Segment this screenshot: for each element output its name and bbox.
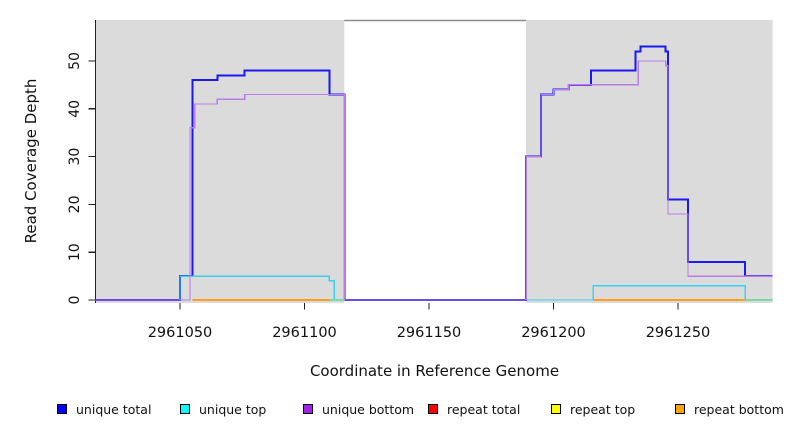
y-tick-label: 40 [67, 100, 83, 118]
legend-label: unique bottom [322, 401, 415, 417]
x-axis-title: Coordinate in Reference Genome [309, 362, 560, 380]
legend-item-unique-total: unique total [57, 401, 151, 417]
legend-item-repeat-bottom: repeat bottom [675, 401, 784, 417]
legend-item-unique-top: unique top [180, 401, 266, 417]
x-tick-label: 2961200 [521, 325, 586, 341]
legend-swatch-repeat-total [428, 404, 438, 414]
y-axis-title: Read Coverage Depth [22, 78, 40, 244]
legend-item-repeat-top: repeat top [551, 401, 635, 417]
series-unique-bottom [95, 60, 773, 301]
covered-region-right [526, 20, 773, 303]
y-tick-label: 20 [67, 195, 83, 213]
legend-label: unique total [76, 401, 152, 417]
x-tick-label: 2961150 [397, 325, 462, 341]
y-tick-label: 50 [67, 52, 83, 70]
x-tick-label: 2961250 [646, 325, 711, 341]
legend-label: unique top [199, 401, 267, 417]
legend-item-repeat-total: repeat total [428, 401, 520, 417]
legend-label: repeat top [570, 401, 636, 417]
legend-swatch-unique-top [180, 404, 190, 414]
y-tick-label: 30 [67, 148, 83, 166]
legend-label: repeat total [447, 401, 521, 417]
legend-swatch-unique-bottom [303, 404, 313, 414]
legend-label: repeat bottom [694, 401, 784, 417]
y-tick-label: 10 [67, 243, 83, 261]
x-tick-label: 2961100 [272, 325, 337, 341]
series-unique-top [95, 275, 773, 301]
y-tick-label: 0 [67, 296, 83, 305]
legend: unique total unique top unique bottom repea… [0, 401, 792, 421]
legend-swatch-repeat-top [551, 404, 561, 414]
legend-item-unique-bottom: unique bottom [303, 401, 414, 417]
legend-swatch-unique-total [57, 404, 67, 414]
legend-swatch-repeat-bottom [675, 404, 685, 414]
x-tick-label: 2961050 [148, 325, 213, 341]
covered-region-left [95, 20, 345, 303]
